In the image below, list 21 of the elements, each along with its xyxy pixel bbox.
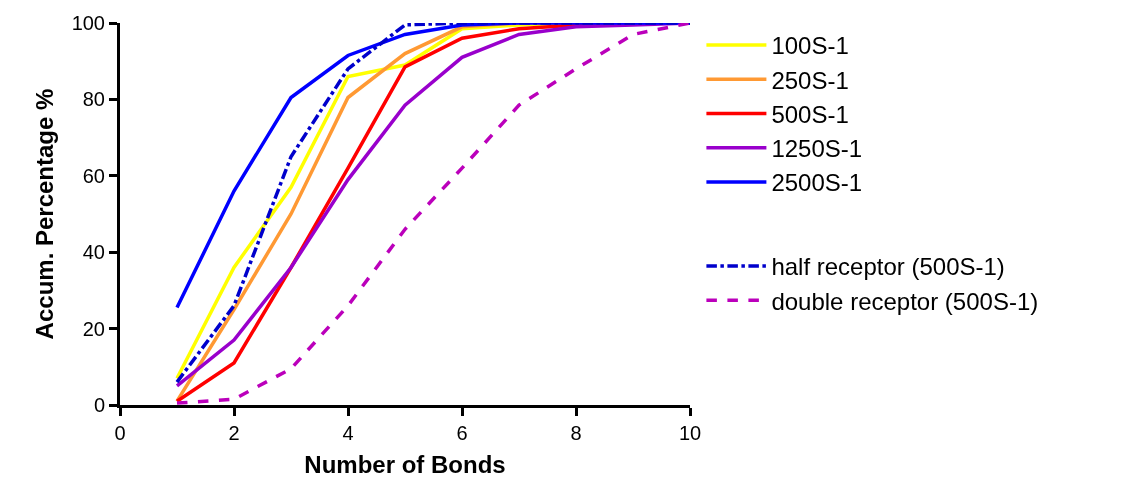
y-tick-label: 40 <box>82 241 105 264</box>
x-tick-label: 8 <box>570 422 582 444</box>
x-axis-title: Number of Bonds <box>304 451 506 479</box>
x-tick-label: 4 <box>342 422 354 444</box>
y-tick-label: 80 <box>82 88 105 111</box>
x-tick-label: 0 <box>114 422 126 444</box>
legend-label: 2500S-1 <box>771 169 863 197</box>
y-tick-label: 20 <box>82 317 105 340</box>
y-axis-title: Accum. Percentage % <box>30 88 58 340</box>
legend-label: double receptor (500S-1) <box>771 287 1039 315</box>
legend-label: 500S-1 <box>771 100 849 128</box>
legend-label: half receptor (500S-1) <box>771 253 1005 281</box>
legend-label: 1250S-1 <box>771 135 863 163</box>
y-tick-label: 100 <box>71 12 105 34</box>
x-tick-label: 10 <box>678 422 702 444</box>
x-tick-label: 2 <box>228 422 240 444</box>
legend-label: 100S-1 <box>771 32 849 60</box>
x-tick-label: 6 <box>456 422 468 444</box>
y-tick-label: 60 <box>82 164 105 187</box>
y-tick-label: 0 <box>93 394 105 416</box>
legend-label: 250S-1 <box>771 66 849 94</box>
